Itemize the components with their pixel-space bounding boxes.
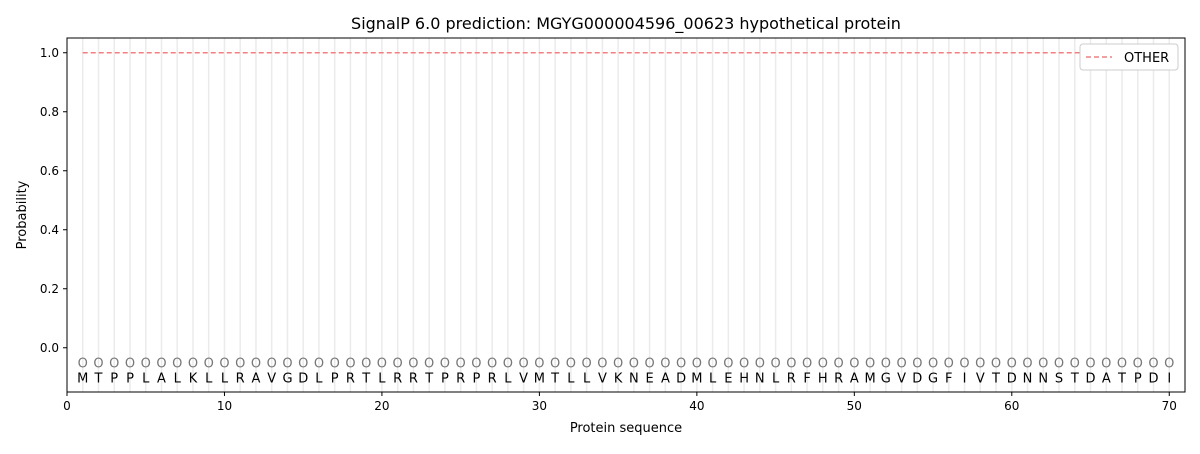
x-tick-label: 70 <box>1162 399 1177 413</box>
position-label: O <box>660 357 670 372</box>
position-label: O <box>78 357 88 372</box>
position-label: O <box>235 357 245 372</box>
position-label: O <box>361 357 371 372</box>
position-label: O <box>487 357 497 372</box>
position-label: O <box>802 357 812 372</box>
position-label: O <box>566 357 576 372</box>
residue-sequence: MTPPLALKLLRAVGDLPRTLRRTPRPRLVMTLLVKNEADM… <box>77 371 1171 386</box>
position-label: O <box>928 357 938 372</box>
position-label: O <box>109 357 119 372</box>
x-tick-label: 0 <box>63 399 71 413</box>
position-label: O <box>818 357 828 372</box>
position-label: O <box>503 357 513 372</box>
position-label: O <box>471 357 481 372</box>
position-label: O <box>345 357 355 372</box>
position-label: O <box>755 357 765 372</box>
position-label: O <box>1054 357 1064 372</box>
position-label: O <box>267 357 277 372</box>
x-tick-label: 20 <box>374 399 389 413</box>
position-label: O <box>1101 357 1111 372</box>
x-tick-label: 30 <box>532 399 547 413</box>
position-label: O <box>707 357 717 372</box>
position-label: O <box>912 357 922 372</box>
plot-frame <box>66 37 1186 393</box>
x-tick-label: 10 <box>217 399 232 413</box>
position-label: O <box>125 357 135 372</box>
x-tick-label: 40 <box>689 399 704 413</box>
position-label: O <box>219 357 229 372</box>
position-label: O <box>550 357 560 372</box>
position-label: O <box>440 357 450 372</box>
position-label: O <box>1117 357 1127 372</box>
position-label: O <box>692 357 702 372</box>
position-label: O <box>1022 357 1032 372</box>
position-label: O <box>534 357 544 372</box>
position-label: O <box>424 357 434 372</box>
position-label: O <box>739 357 749 372</box>
position-label: O <box>1085 357 1095 372</box>
position-label: O <box>944 357 954 372</box>
position-label: O <box>959 357 969 372</box>
y-tick-label: 0.8 <box>40 105 59 119</box>
position-label: O <box>1133 357 1143 372</box>
position-label: O <box>456 357 466 372</box>
legend-label-other: OTHER <box>1124 51 1169 66</box>
position-label: O <box>1007 357 1017 372</box>
position-label: O <box>1148 357 1158 372</box>
position-label: O <box>833 357 843 372</box>
position-label: O <box>172 357 182 372</box>
position-label: O <box>204 357 214 372</box>
position-label: O <box>188 357 198 372</box>
position-label: O <box>1070 357 1080 372</box>
position-label: O <box>770 357 780 372</box>
position-label: O <box>723 357 733 372</box>
position-label: O <box>991 357 1001 372</box>
x-tick-label: 60 <box>1004 399 1019 413</box>
position-label: O <box>251 357 261 372</box>
y-tick-label: 0.6 <box>40 164 59 178</box>
position-label: O <box>786 357 796 372</box>
y-tick-label: 0.2 <box>40 282 59 296</box>
position-label: O <box>298 357 308 372</box>
position-label: O <box>377 357 387 372</box>
y-tick-label: 1.0 <box>40 46 59 60</box>
position-label: O <box>975 357 985 372</box>
position-label: O <box>1038 357 1048 372</box>
position-label: O <box>597 357 607 372</box>
position-label: O <box>676 357 686 372</box>
position-label: O <box>393 357 403 372</box>
x-tick-label: 50 <box>847 399 862 413</box>
position-label: O <box>330 357 340 372</box>
position-label: O <box>629 357 639 372</box>
position-label: O <box>849 357 859 372</box>
position-label: O <box>282 357 292 372</box>
position-label: O <box>582 357 592 372</box>
position-label: O <box>896 357 906 372</box>
position-label: O <box>519 357 529 372</box>
y-axis-label: Probability <box>15 180 30 249</box>
chart-title: SignalP 6.0 prediction: MGYG000004596_00… <box>351 14 901 34</box>
position-label: O <box>881 357 891 372</box>
position-label: O <box>645 357 655 372</box>
position-label: O <box>1164 357 1174 372</box>
position-label: O <box>156 357 166 372</box>
position-label: O <box>141 357 151 372</box>
position-label: O <box>613 357 623 372</box>
position-label: O <box>314 357 324 372</box>
position-label: O <box>408 357 418 372</box>
x-axis-label: Protein sequence <box>570 421 682 436</box>
position-label: O <box>865 357 875 372</box>
y-tick-label: 0.4 <box>40 223 59 237</box>
legend: OTHER <box>1079 43 1179 71</box>
y-tick-label: 0.0 <box>40 341 59 355</box>
position-label: O <box>93 357 103 372</box>
